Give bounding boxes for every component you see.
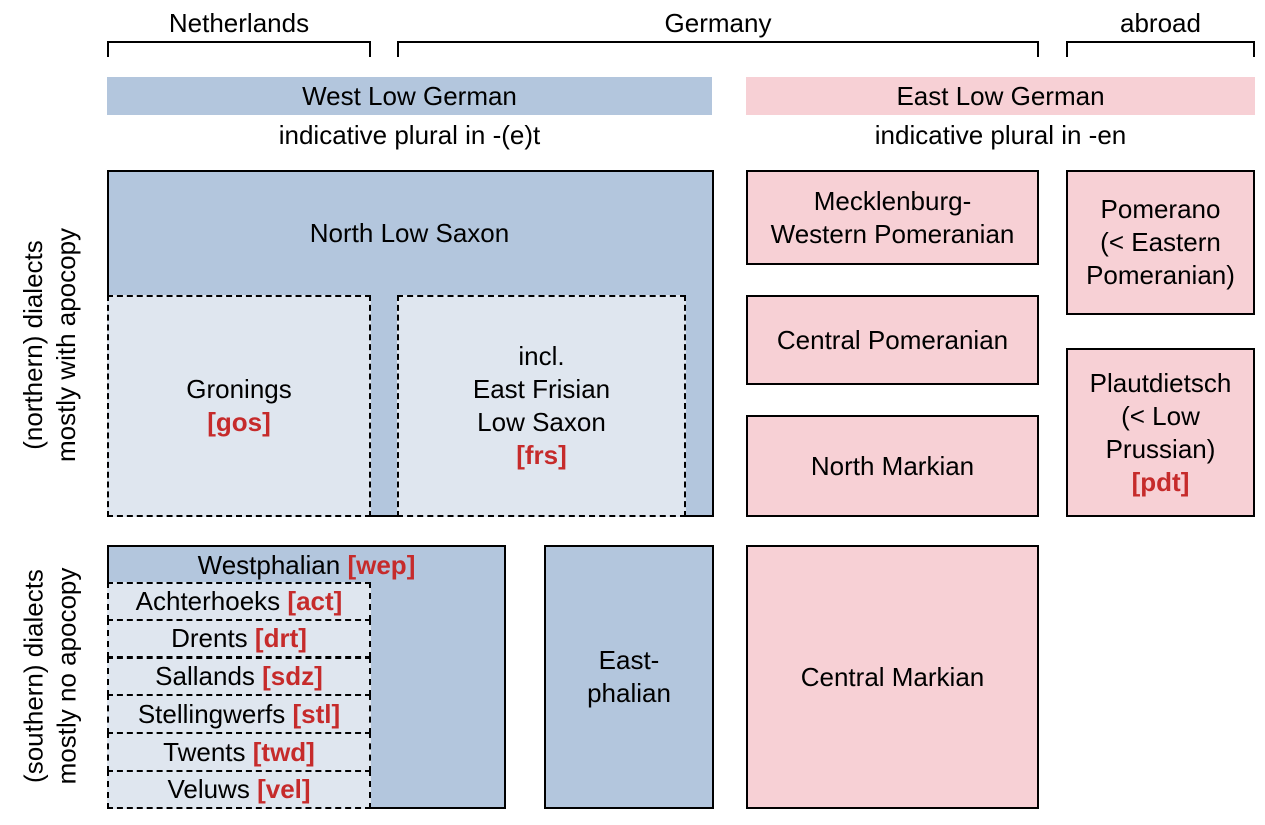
plautdietsch-line2: (< Low xyxy=(1121,400,1200,431)
west-low-german-subtitle: indicative plural in -(e)t xyxy=(278,120,541,150)
north-markian-box: North Markian xyxy=(746,415,1039,517)
gronings-box: Gronings [gos] xyxy=(107,295,371,517)
pomerano-line2: (< Eastern xyxy=(1100,227,1221,257)
east-low-german-title: East Low German xyxy=(896,81,1105,111)
subdialect-name: Veluws xyxy=(167,774,250,804)
eastphalian-line1: East- xyxy=(598,645,660,675)
east-low-german-header: East Low German xyxy=(746,77,1255,115)
bracket-abroad xyxy=(1066,41,1255,57)
subdialect-name: Achterhoeks xyxy=(135,586,281,616)
eastphalian-line2: phalian xyxy=(587,678,671,708)
subdialect-sallands: Sallands [sdz] xyxy=(107,657,371,696)
east-frisian-code: [frs] xyxy=(516,440,567,470)
subdialect-code: [sdz] xyxy=(262,661,323,691)
bracket-netherlands xyxy=(107,41,371,57)
subdialect-drents: Drents [drt] xyxy=(107,619,371,658)
plautdietsch-code: [pdt] xyxy=(1131,466,1190,497)
subdialect-code: [drt] xyxy=(254,623,307,653)
westphalian-label: Westphalian [wep] xyxy=(107,550,506,581)
subdialect-veluws: Veluws [vel] xyxy=(107,770,371,809)
plautdietsch-box: Plautdietsch (< Low Prussian) [pdt] xyxy=(1066,348,1255,517)
subdialect-code: [twd] xyxy=(252,736,315,767)
eastphalian-box: East- phalian xyxy=(544,545,714,809)
plautdietsch-line3: Prussian) xyxy=(1105,433,1216,464)
subdialect-code: [vel] xyxy=(257,774,311,804)
row-label-northern-text: (northern) dialects mostly with apocopy xyxy=(17,228,83,462)
westphalian-name: Westphalian xyxy=(197,550,341,580)
mecklenburg-line2: Western Pomeranian xyxy=(770,218,1015,249)
westphalian-code: [wep] xyxy=(347,550,416,580)
subdialect-twents: Twents [twd] xyxy=(107,732,371,772)
region-label-germany: Germany xyxy=(664,8,772,38)
region-label-netherlands: Netherlands xyxy=(168,8,310,38)
central-markian-label: Central Markian xyxy=(800,662,985,692)
mecklenburg-line1: Mecklenburg- xyxy=(813,185,972,216)
pomerano-line3: Pomeranian) xyxy=(1086,260,1235,290)
bracket-germany xyxy=(397,41,1039,57)
subdialect-name: Stellingwerfs xyxy=(137,698,286,729)
subdialect-name: Drents xyxy=(171,623,248,653)
north-markian-label: North Markian xyxy=(810,451,975,481)
east-frisian-line3: Low Saxon xyxy=(477,407,606,437)
central-markian-box: Central Markian xyxy=(746,545,1039,809)
central-pomeranian-box: Central Pomeranian xyxy=(746,295,1039,385)
gronings-code: [gos] xyxy=(207,407,271,437)
row-label-southern-line2: mostly no apocopy xyxy=(50,567,81,785)
subdialect-name: Sallands xyxy=(155,661,255,691)
subdialect-code: [act] xyxy=(287,586,343,616)
pomerano-line1: Pomerano xyxy=(1100,194,1221,224)
region-label-abroad: abroad xyxy=(1120,8,1201,38)
east-frisian-box: incl. East Frisian Low Saxon [frs] xyxy=(397,295,686,517)
row-label-southern-line1: (southern) dialects xyxy=(17,569,48,783)
subdialect-stellingwerfs: Stellingwerfs [stl] xyxy=(107,694,371,734)
mecklenburg-box: Mecklenburg- Western Pomeranian xyxy=(746,170,1039,265)
row-label-northern-line2: mostly with apocopy xyxy=(50,227,81,463)
subdialect-achterhoeks: Achterhoeks [act] xyxy=(107,582,371,621)
east-frisian-line2: East Frisian xyxy=(472,374,611,404)
row-label-northern-line1: (northern) dialects xyxy=(17,240,48,450)
east-low-german-subtitle: indicative plural in -en xyxy=(874,120,1127,150)
west-low-german-header: West Low German xyxy=(107,77,712,115)
plautdietsch-line1: Plautdietsch xyxy=(1089,367,1232,398)
central-pomeranian-label: Central Pomeranian xyxy=(776,325,1009,355)
north-low-saxon-title: North Low Saxon xyxy=(309,218,510,248)
gronings-name: Gronings xyxy=(186,374,292,404)
row-label-southern-text: (southern) dialects mostly no apocopy xyxy=(17,568,83,785)
pomerano-box: Pomerano (< Eastern Pomeranian) xyxy=(1066,170,1255,315)
subdialect-code: [stl] xyxy=(292,698,341,729)
west-low-german-title: West Low German xyxy=(302,81,517,111)
subdialect-name: Twents xyxy=(163,736,246,767)
east-frisian-line1: incl. xyxy=(518,341,565,371)
